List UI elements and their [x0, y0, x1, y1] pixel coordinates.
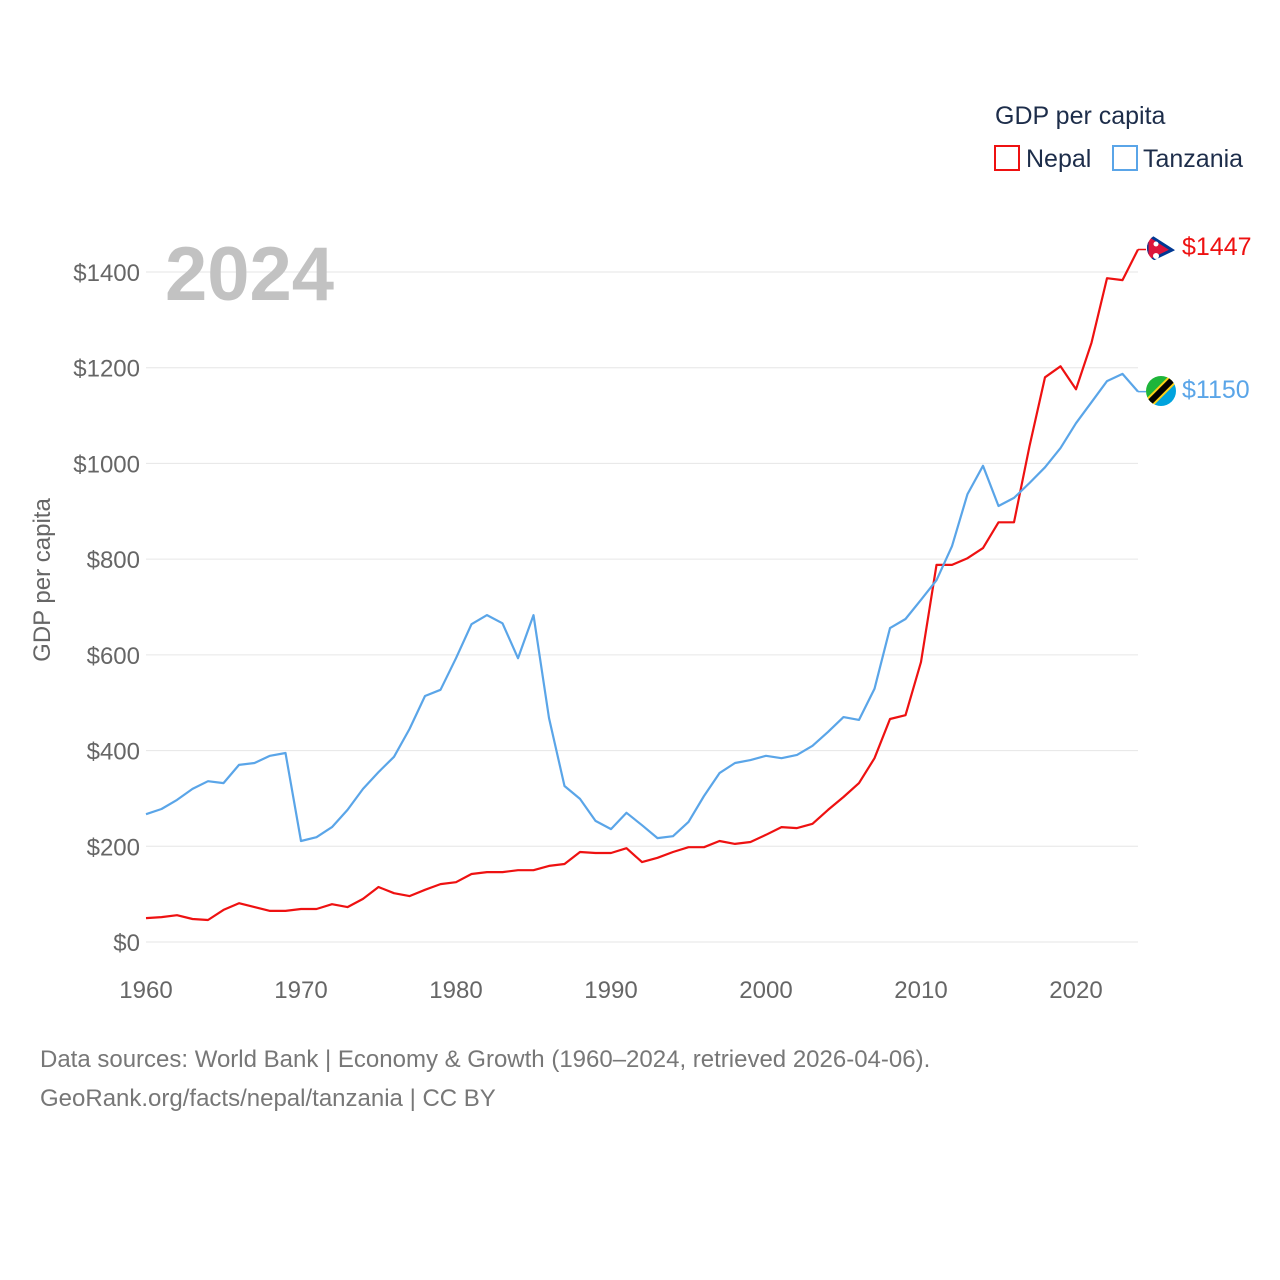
y-tick-label: $0: [113, 930, 140, 957]
x-tick-label: 2010: [894, 977, 947, 1004]
x-tick-label: 2000: [739, 977, 792, 1004]
footer-attribution: GeoRank.org/facts/nepal/tanzania | CC BY: [40, 1085, 496, 1112]
x-tick-label: 2020: [1049, 977, 1102, 1004]
y-tick-label: $800: [87, 547, 140, 574]
series-line-tanzania: [145, 372, 1139, 843]
x-tick-label: 1980: [429, 977, 482, 1004]
y-tick-label: $400: [87, 739, 140, 766]
x-tick-label: 1960: [119, 977, 172, 1004]
nepal-flag-icon: [1147, 234, 1175, 262]
y-tick-label: $1000: [73, 451, 140, 478]
end-label-nepal: $1447: [1182, 233, 1252, 261]
year-label: 2024: [165, 232, 334, 317]
legend-swatch-nepal: [994, 145, 1020, 171]
legend-label-tanzania: Tanzania: [1143, 145, 1243, 173]
x-tick-label: 1990: [584, 977, 637, 1004]
series-line-nepal: [145, 249, 1139, 922]
legend-swatch-tanzania: [1112, 145, 1138, 171]
x-tick-label: 1970: [274, 977, 327, 1004]
legend-label-nepal: Nepal: [1026, 145, 1091, 173]
legend-title: GDP per capita: [995, 102, 1166, 130]
y-tick-label: $600: [87, 643, 140, 670]
legend-item-tanzania[interactable]: Tanzania: [1112, 145, 1243, 173]
y-tick-label: $1200: [73, 356, 140, 383]
end-label-tanzania: $1150: [1182, 376, 1250, 404]
y-axis-label: GDP per capita: [29, 498, 56, 662]
tanzania-flag-icon: [1146, 376, 1176, 406]
legend-item-nepal[interactable]: Nepal: [994, 145, 1091, 173]
footer-sources: Data sources: World Bank | Economy & Gro…: [40, 1046, 931, 1073]
y-tick-label: $200: [87, 834, 140, 861]
y-tick-label: $1400: [73, 260, 140, 287]
